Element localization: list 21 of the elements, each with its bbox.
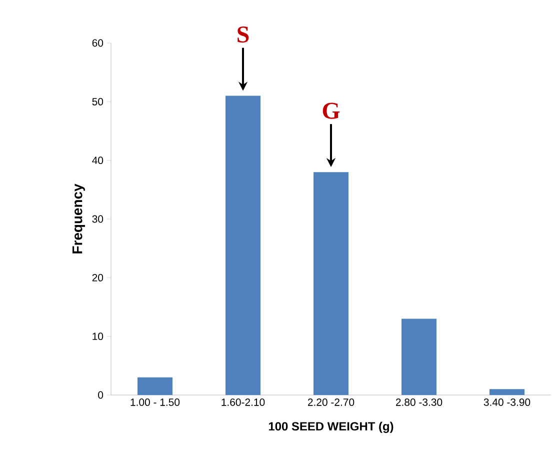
x-tick-label: 2.20 -2.70	[308, 398, 354, 406]
y-tick-label: 20	[92, 274, 104, 282]
y-tick-label: 0	[98, 391, 104, 399]
x-tick-label: 1.60-2.10	[222, 398, 265, 406]
bar	[490, 389, 524, 395]
bar	[314, 172, 348, 395]
x-tick-label: 3.40 -3.90	[484, 398, 530, 406]
annotation: G	[322, 102, 340, 119]
y-tick-label: 50	[92, 98, 104, 106]
y-tick-label: 30	[92, 215, 104, 223]
y-tick-label: 10	[92, 332, 104, 340]
y-axis-title: Frequency	[72, 184, 85, 254]
bar	[402, 318, 436, 395]
x-tick-label: 1.00 - 1.50	[130, 398, 180, 406]
annotation: S	[238, 26, 249, 43]
x-tick-label: 2.80 -3.30	[396, 398, 442, 406]
y-tick-label: 40	[92, 156, 104, 164]
bar	[226, 96, 260, 395]
y-tick-label: 60	[92, 39, 104, 47]
x-axis-title: 100 SEED WEIGHT (g)	[268, 422, 394, 433]
bar	[138, 377, 172, 395]
